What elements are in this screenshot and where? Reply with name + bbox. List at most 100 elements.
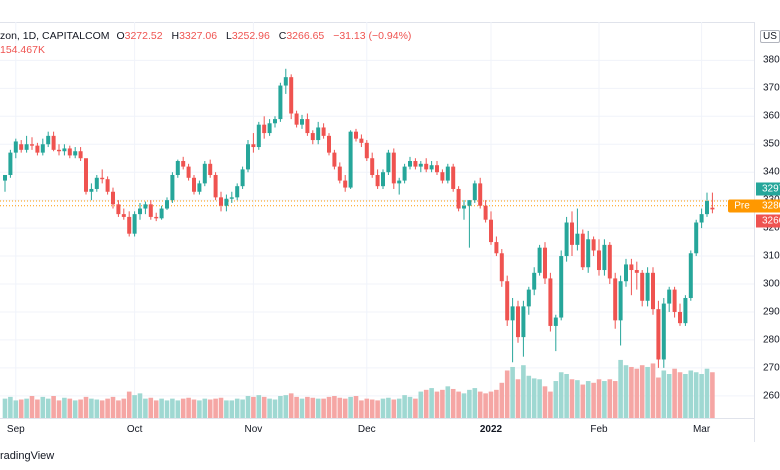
volume-bar [553,381,559,418]
open-value: 3272.52 [124,30,163,42]
volume-bar [515,379,521,418]
volume-bar [418,391,424,418]
volume-bar [650,363,656,418]
symbol-legend: zon, 1D, CAPITALCOM O3272.52 H3327.06 L3… [0,30,417,42]
candle-body [73,151,78,156]
volume-bar [51,396,56,418]
candle-body [273,119,277,124]
volume-bar [197,400,202,418]
volume-bar [677,372,683,418]
candlestick-chart[interactable] [0,22,754,418]
volume-bar [35,399,40,418]
volume-bars [2,359,715,418]
price-tick-label: 3500 [763,138,780,150]
candle-body [537,247,542,273]
chart-topbar [0,0,780,23]
volume-bar [537,379,542,418]
volume-bar [13,400,19,418]
candle-body [305,119,310,134]
price-candles [3,68,715,368]
candle-body [543,247,547,279]
volume-bar [8,396,13,418]
candle-body [607,244,612,279]
volume-bar [224,400,229,418]
candle-body [445,166,450,181]
candle-body [8,152,13,175]
price-tick-label: 3400 [763,166,780,178]
volume-bar [89,398,94,418]
candle-body [526,289,531,307]
candle-body [267,123,272,134]
volume-bar [45,398,51,418]
volume-bar [121,398,127,418]
volume-bar [186,397,191,418]
close-key: C [278,30,287,42]
price-axis[interactable]: US 3800370036003500340033003200310030002… [754,22,780,442]
volume-bar [40,396,46,418]
candle-body [105,179,110,192]
candle-body [375,174,380,187]
volume-bar [251,396,256,418]
currency-label[interactable]: US [760,30,780,43]
candle-body [580,233,585,268]
price-tick-label: 3100 [763,250,780,262]
candle-body [62,148,67,152]
candle-body [559,256,564,318]
symbol-title[interactable]: zon, 1D, CAPITALCOM [0,30,110,42]
volume-bar [472,388,478,418]
candle-body [408,161,412,167]
candle-body [629,264,634,271]
tradingview-brand[interactable]: radingView [0,450,55,462]
volume-bar [94,399,100,418]
volume-bar [580,384,586,418]
candle-body [391,152,396,184]
candle-body [418,163,423,167]
candle-body [332,152,337,167]
candle-body [132,214,137,234]
volume-bar [423,389,429,418]
candle-body [154,216,159,219]
volume-bar [288,393,294,418]
candle-body [283,77,288,86]
volume-bar [153,400,159,418]
volume-bar [704,368,710,418]
candle-body [424,163,429,170]
volume-bar [699,374,704,418]
candle-body [213,174,218,198]
candle-body [451,166,456,189]
volume-bar [110,396,116,418]
volume-bar [639,365,645,418]
candle-body [467,200,472,206]
volume-bar [483,393,488,418]
candle-body [429,165,434,170]
time-axis[interactable]: Sep Oct Nov Dec 2022 Feb Mar [0,418,754,443]
candle-body [386,152,391,173]
volume-bar [591,382,596,418]
time-tick-label: Oct [126,424,143,435]
candle-body [235,186,240,198]
candle-body [505,281,510,321]
candle-body [219,197,223,206]
volume-bar [332,396,337,418]
volume-bar [321,398,326,418]
volume-bar [67,398,73,418]
candle-body [192,177,196,192]
volume-bar [305,396,310,418]
candle-body [256,124,261,148]
candle-body [570,222,574,245]
candle-body [521,306,526,338]
volume-bar [666,374,672,418]
volume-bar [191,399,197,418]
volume-bar [234,398,240,418]
footer: radingView [0,442,780,470]
candle-body [13,141,18,153]
price-tick-label: 2700 [763,362,780,374]
volume-bar [229,400,235,418]
candle-body [186,166,191,178]
candle-body [170,174,175,201]
candle-body [143,204,148,209]
candle-body [359,138,364,143]
time-tick-label: Dec [357,424,376,435]
volume-bar [688,370,694,418]
volume-bar [105,398,110,418]
